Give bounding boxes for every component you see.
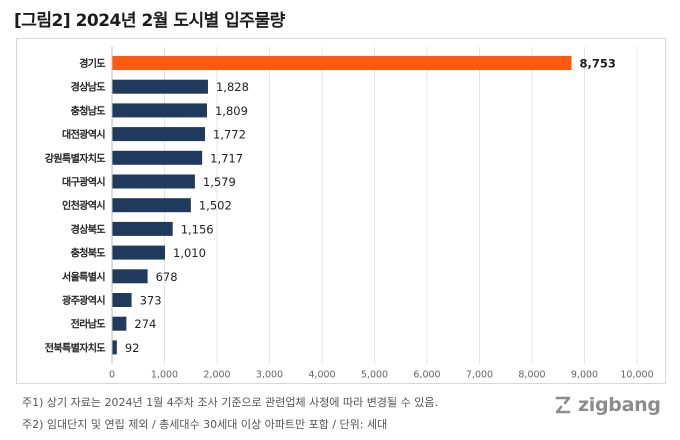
bar bbox=[112, 150, 203, 165]
data-label: 1,010 bbox=[173, 246, 206, 260]
category-label: 광주광역시 bbox=[62, 294, 105, 307]
x-tick-label: 8,000 bbox=[518, 369, 545, 380]
category-label: 강원특별자치도 bbox=[45, 152, 106, 165]
footnote-2: 주2) 임대단지 및 연립 제외 / 총세대수 30세대 이상 아파트만 포함 … bbox=[22, 418, 388, 431]
logo-text: zigbang bbox=[578, 394, 661, 416]
bar bbox=[112, 127, 206, 142]
data-label: 1,579 bbox=[203, 175, 236, 189]
category-label: 전북특별자치도 bbox=[45, 341, 106, 354]
bar bbox=[112, 198, 191, 213]
bar bbox=[112, 221, 173, 236]
bar bbox=[112, 174, 195, 189]
data-label: 1,828 bbox=[216, 80, 249, 94]
data-label: 1,156 bbox=[181, 222, 214, 236]
data-label: 1,502 bbox=[199, 199, 232, 213]
category-label: 충청남도 bbox=[71, 104, 106, 117]
category-label: 경상북도 bbox=[71, 223, 106, 236]
data-label: 1,717 bbox=[210, 151, 243, 165]
x-tick-label: 5,000 bbox=[361, 369, 388, 380]
x-tick-label: 2,000 bbox=[203, 369, 230, 380]
x-tick-label: 1,000 bbox=[151, 369, 178, 380]
zigbang-logo-icon bbox=[555, 396, 571, 414]
data-label: 373 bbox=[140, 294, 162, 308]
x-tick-label: 0 bbox=[109, 369, 115, 380]
bar bbox=[112, 245, 166, 260]
bar bbox=[112, 103, 207, 118]
chart-title: [그림2] 2024년 2월 도시별 입주물량 bbox=[14, 11, 285, 31]
x-tick-label: 3,000 bbox=[256, 369, 283, 380]
x-tick-label: 9,000 bbox=[571, 369, 598, 380]
category-label: 인천광역시 bbox=[62, 199, 105, 212]
category-label: 서울특별시 bbox=[62, 270, 105, 283]
x-tick-label: 6,000 bbox=[413, 369, 440, 380]
category-label: 충청북도 bbox=[71, 247, 106, 260]
data-label: 1,772 bbox=[213, 128, 246, 142]
category-label: 전라남도 bbox=[71, 318, 106, 331]
bar bbox=[112, 79, 208, 94]
data-label: 678 bbox=[156, 270, 178, 284]
zigbang-logo: zigbang bbox=[552, 394, 661, 416]
data-label: 274 bbox=[134, 317, 156, 331]
bar bbox=[112, 56, 572, 70]
bar bbox=[112, 293, 132, 307]
category-label: 경상남도 bbox=[71, 81, 106, 94]
x-tick-label: 10,000 bbox=[620, 369, 653, 380]
category-label: 대전광역시 bbox=[62, 128, 105, 141]
category-label: 대구광역시 bbox=[62, 176, 105, 189]
footnote-1: 주1) 상기 자료는 2024년 1월 4주차 조사 기준으로 관련업체 사정에… bbox=[22, 396, 438, 409]
data-label: 8,753 bbox=[580, 57, 616, 71]
data-label: 1,809 bbox=[215, 104, 248, 118]
x-tick-label: 7,000 bbox=[466, 369, 493, 380]
category-label: 경기도 bbox=[79, 57, 105, 70]
chart-panel: 0 1,000 2,000 3,000 4,000 5,000 6,000 7,000 8,00… bbox=[16, 38, 666, 384]
data-label: 92 bbox=[125, 341, 140, 355]
x-tick-label: 4,000 bbox=[308, 369, 335, 380]
footnotes: 주1) 상기 자료는 2024년 1월 4주차 조사 기준으로 관련업체 사정에… bbox=[22, 392, 438, 436]
bar bbox=[112, 316, 127, 331]
bar-chart: 0 1,000 2,000 3,000 4,000 5,000 6,000 7,000 8,00… bbox=[45, 47, 654, 380]
bar bbox=[112, 340, 117, 355]
bar bbox=[112, 269, 148, 284]
